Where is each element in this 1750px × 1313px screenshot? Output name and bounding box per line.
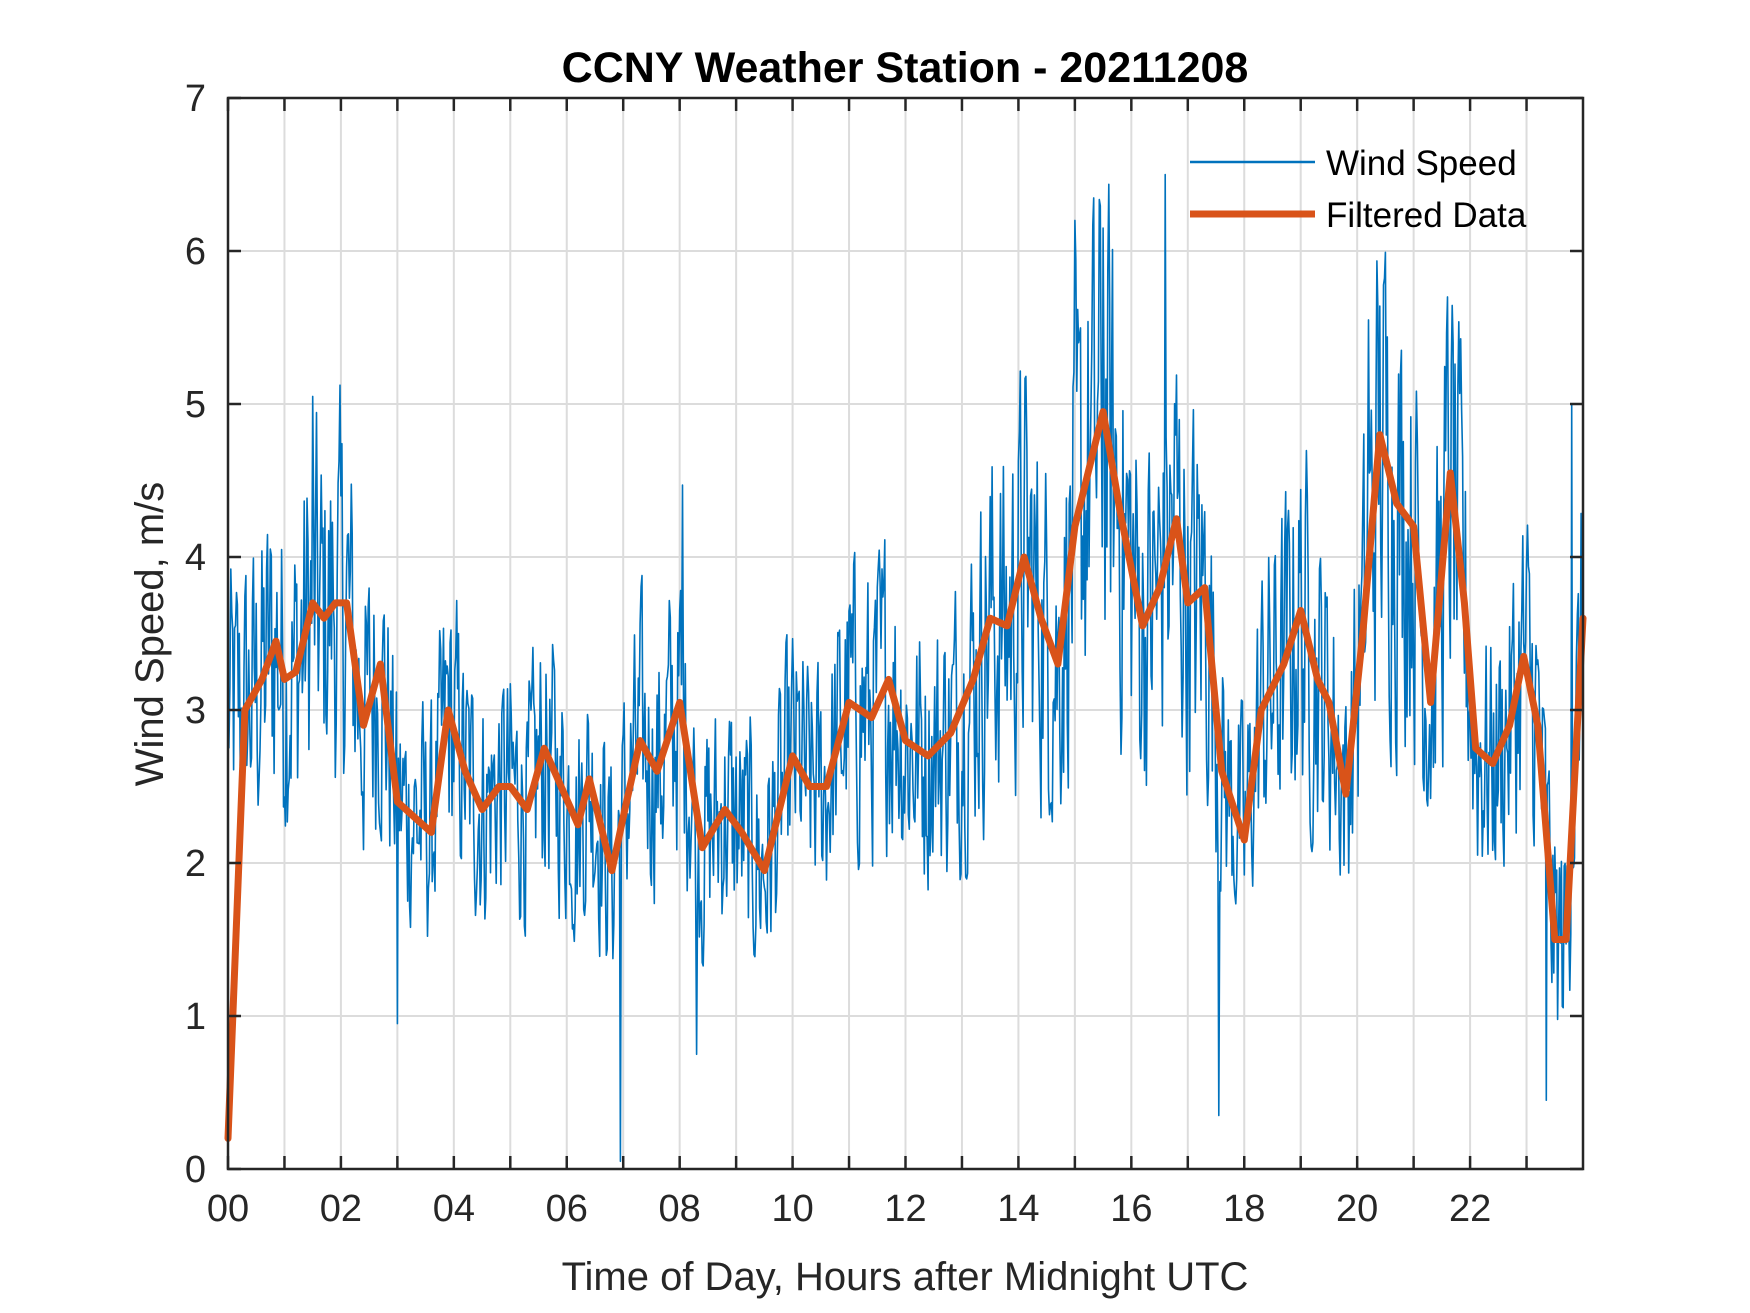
y-tick-label: 2: [185, 843, 206, 885]
x-tick-label: 10: [771, 1188, 813, 1230]
y-tick-label: 4: [185, 537, 206, 579]
legend-label-wind-speed: Wind Speed: [1326, 144, 1517, 183]
x-tick-label: 04: [433, 1188, 475, 1230]
chart-title: CCNY Weather Station - 20211208: [562, 44, 1249, 92]
x-tick-label: 12: [884, 1188, 926, 1230]
filtered-data-line: [224, 408, 1587, 1142]
legend: Wind Speed Filtered Data: [1190, 144, 1527, 235]
x-tick-label: 16: [1110, 1188, 1152, 1230]
filtered-data-series: [224, 408, 1587, 1142]
y-tick-label: 5: [185, 384, 206, 426]
x-tick-label: 18: [1223, 1188, 1265, 1230]
x-tick-labels: 00 02 04 06 08 10 12 14 16 18 20 22: [207, 1188, 1491, 1230]
axis-ticks: [226, 96, 1583, 1171]
x-tick-label: 08: [659, 1188, 701, 1230]
y-axis-label: Wind Speed, m/s: [128, 482, 172, 787]
x-tick-label: 14: [997, 1188, 1039, 1230]
legend-label-filtered-data: Filtered Data: [1326, 196, 1527, 235]
x-tick-label: 02: [320, 1188, 362, 1230]
y-tick-label: 0: [185, 1149, 206, 1191]
x-tick-label: 22: [1449, 1188, 1491, 1230]
y-tick-labels: 0 1 2 3 4 5 6 7: [185, 78, 206, 1191]
x-tick-label: 20: [1336, 1188, 1378, 1230]
x-tick-label: 00: [207, 1188, 249, 1230]
y-tick-label: 3: [185, 690, 206, 732]
y-tick-label: 7: [185, 78, 206, 120]
y-tick-label: 6: [185, 231, 206, 273]
x-tick-label: 06: [546, 1188, 588, 1230]
y-tick-label: 1: [185, 996, 206, 1038]
x-axis-label: Time of Day, Hours after Midnight UTC: [562, 1255, 1249, 1299]
